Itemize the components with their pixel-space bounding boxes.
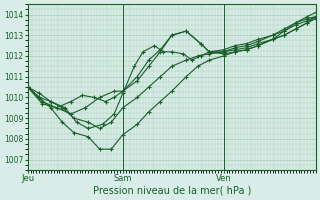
X-axis label: Pression niveau de la mer( hPa ): Pression niveau de la mer( hPa ) bbox=[92, 186, 251, 196]
